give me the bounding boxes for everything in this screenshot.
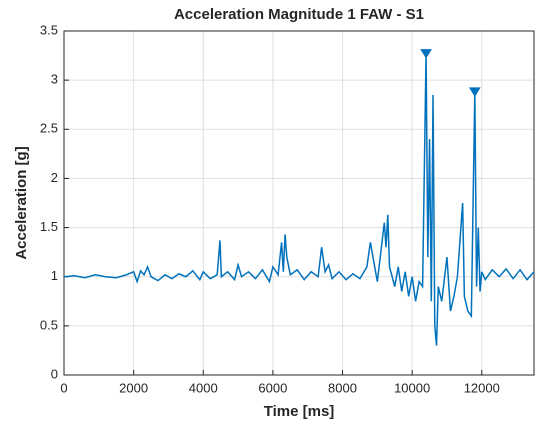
y-tick-label: 3.5 [40, 22, 58, 37]
peak-marker [420, 49, 432, 59]
y-tick-label: 1 [51, 268, 58, 283]
y-tick-label: 2.5 [40, 121, 58, 136]
y-tick-label: 1.5 [40, 219, 58, 234]
y-tick-label: 3 [51, 72, 58, 87]
data-line [63, 53, 535, 346]
x-axis-label: Time [ms] [264, 403, 335, 420]
plot-area [64, 31, 534, 375]
x-tick-label: 6000 [258, 380, 287, 395]
y-tick-label: 2 [51, 170, 58, 185]
x-tick-label: 2000 [119, 380, 148, 395]
x-tick-label: 10000 [394, 380, 430, 395]
x-tick-label: 12000 [464, 380, 500, 395]
x-tick-label: 0 [60, 380, 67, 395]
peak-marker [468, 87, 481, 97]
x-tick-label: 4000 [189, 380, 218, 395]
x-tick-label: 8000 [328, 380, 357, 395]
y-axis-label: Acceleration [g] [13, 146, 30, 259]
y-tick-label: 0.5 [40, 317, 58, 332]
y-tick-label: 0 [51, 366, 58, 381]
chart-title: Acceleration Magnitude 1 FAW - S1 [174, 6, 424, 23]
axes-box [63, 30, 535, 376]
